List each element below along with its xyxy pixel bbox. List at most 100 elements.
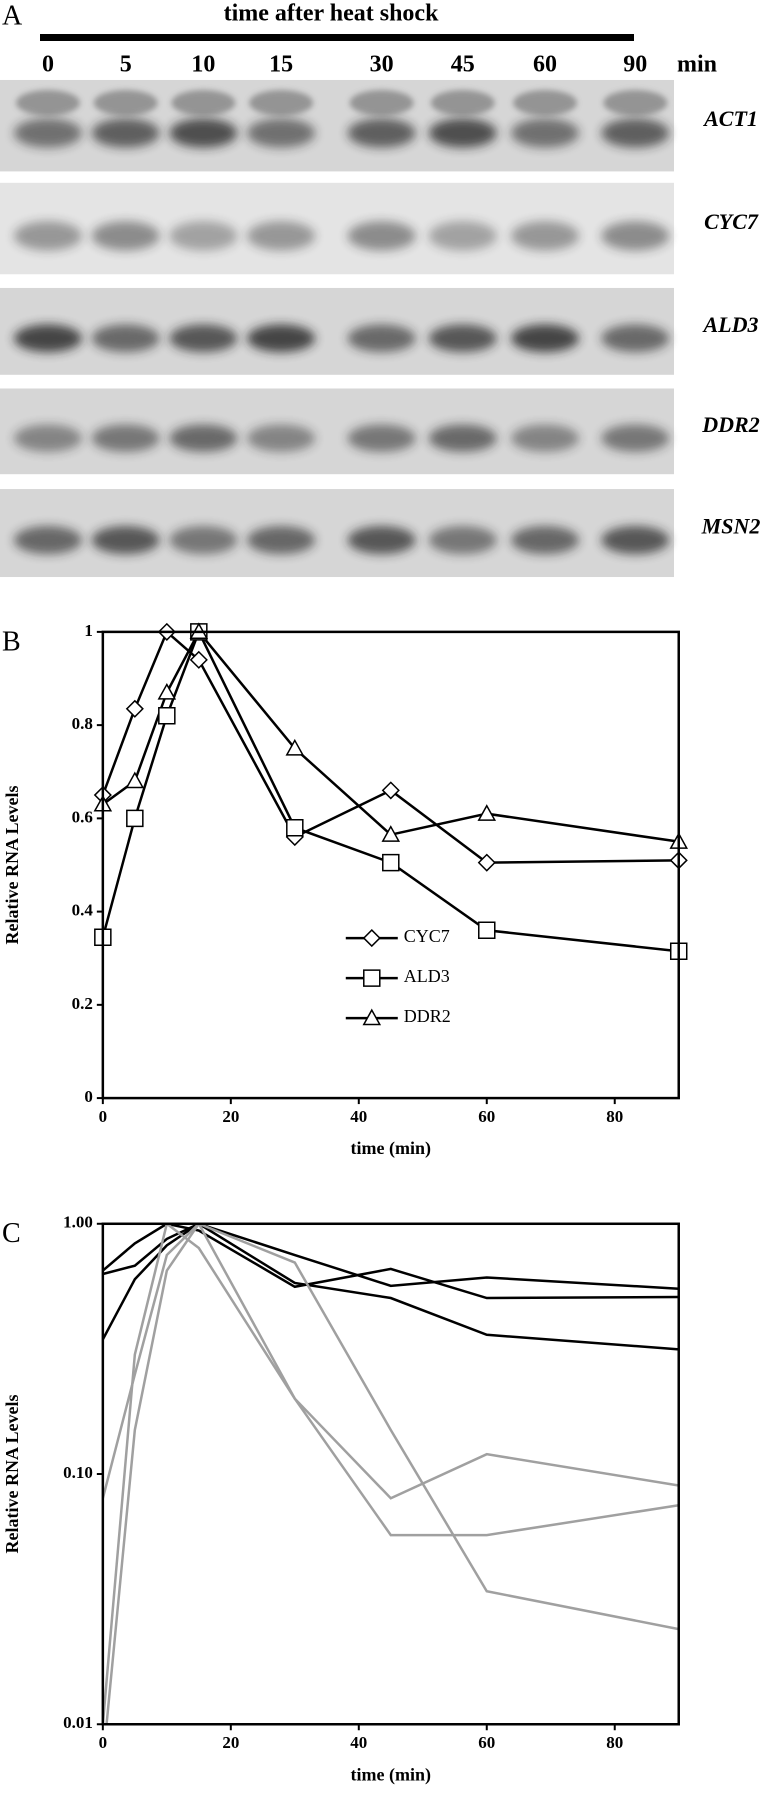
band [247, 221, 316, 251]
gene-label: ACT1 [702, 106, 758, 131]
band [15, 90, 80, 116]
band [513, 90, 578, 116]
point [382, 853, 400, 872]
point [381, 781, 400, 800]
band [430, 90, 495, 116]
point [381, 825, 401, 842]
band [347, 424, 416, 452]
band [169, 118, 238, 148]
band [349, 90, 414, 116]
x-tick-label: 60 [478, 1107, 495, 1126]
band [91, 324, 160, 353]
x-axis-label: time (min) [351, 1764, 431, 1785]
band [247, 526, 316, 555]
band [13, 221, 82, 251]
lane-label: 45 [451, 52, 475, 78]
band [247, 324, 316, 353]
panel-label: C [2, 1218, 21, 1249]
band [601, 118, 670, 148]
plot-frame [101, 1222, 680, 1726]
band [13, 526, 82, 555]
y-tick-label: 0.6 [72, 807, 93, 826]
panel-label: B [2, 626, 21, 657]
band [601, 526, 670, 555]
y-tick-label: 0.01 [63, 1713, 93, 1732]
band [91, 118, 160, 148]
series-line [102, 1223, 679, 1725]
unit: min [677, 52, 717, 78]
point [158, 707, 176, 725]
x-tick-label: 0 [99, 1107, 108, 1126]
band [169, 424, 238, 452]
x-tick-label: 80 [606, 1107, 623, 1126]
band [91, 526, 160, 555]
x-axis-label: time (min) [351, 1138, 431, 1159]
band [91, 424, 160, 452]
series-group [102, 631, 679, 953]
point [285, 738, 305, 756]
point [157, 682, 177, 700]
band [347, 526, 416, 555]
band [428, 221, 497, 251]
legend-label: CYC7 [404, 926, 450, 946]
band [511, 118, 580, 148]
y-tick-label: 1.00 [63, 1213, 93, 1232]
band [91, 221, 160, 251]
series-line [102, 631, 679, 843]
y-tick-label: 0.2 [72, 994, 93, 1013]
series-line [102, 1223, 679, 1300]
y-tick-label: 0.10 [63, 1463, 93, 1482]
gene-label: ALD3 [702, 312, 759, 337]
band [428, 324, 497, 353]
legend-marker [363, 969, 381, 987]
band [13, 324, 82, 353]
series-line [102, 631, 679, 864]
x-tick-label: 80 [606, 1733, 623, 1752]
point [286, 818, 304, 837]
gene-label: DDR2 [701, 412, 759, 437]
band [247, 424, 316, 452]
x-tick-label: 60 [478, 1733, 495, 1752]
lane-label: 60 [533, 52, 557, 78]
x-tick-label: 40 [350, 1733, 367, 1752]
point [189, 650, 208, 669]
legend-marker [362, 929, 381, 948]
band [601, 424, 670, 452]
lane-label: 90 [623, 52, 647, 78]
lane-label: 0 [42, 52, 54, 78]
y-tick-label: 0.4 [72, 901, 94, 920]
band [347, 118, 416, 148]
band [428, 526, 497, 555]
series-line [102, 1223, 679, 1351]
point [477, 804, 497, 821]
band [511, 221, 580, 251]
band [511, 324, 580, 353]
band [169, 221, 238, 251]
band [428, 424, 497, 452]
x-tick-label: 40 [350, 1107, 367, 1126]
band [511, 424, 580, 452]
band [247, 118, 316, 148]
point [477, 853, 496, 872]
y-axis-label: Relative RNA Levels [2, 785, 22, 944]
band [249, 90, 314, 116]
y-tick-label: 1 [84, 621, 93, 640]
gene-label: MSN2 [701, 514, 761, 539]
x-tick-label: 0 [99, 1733, 108, 1752]
point [125, 771, 145, 789]
series-group [102, 1223, 679, 1725]
band [428, 118, 497, 148]
band [601, 324, 670, 353]
plot-frame [101, 630, 680, 1100]
band [13, 424, 82, 452]
point [126, 809, 144, 828]
band [169, 324, 238, 353]
lane-label: 5 [120, 52, 132, 78]
lane-label: 10 [191, 52, 215, 78]
legend-label: ALD3 [404, 966, 450, 986]
band [169, 526, 238, 555]
time-bar [40, 34, 634, 41]
band [13, 118, 82, 148]
band [511, 526, 580, 555]
